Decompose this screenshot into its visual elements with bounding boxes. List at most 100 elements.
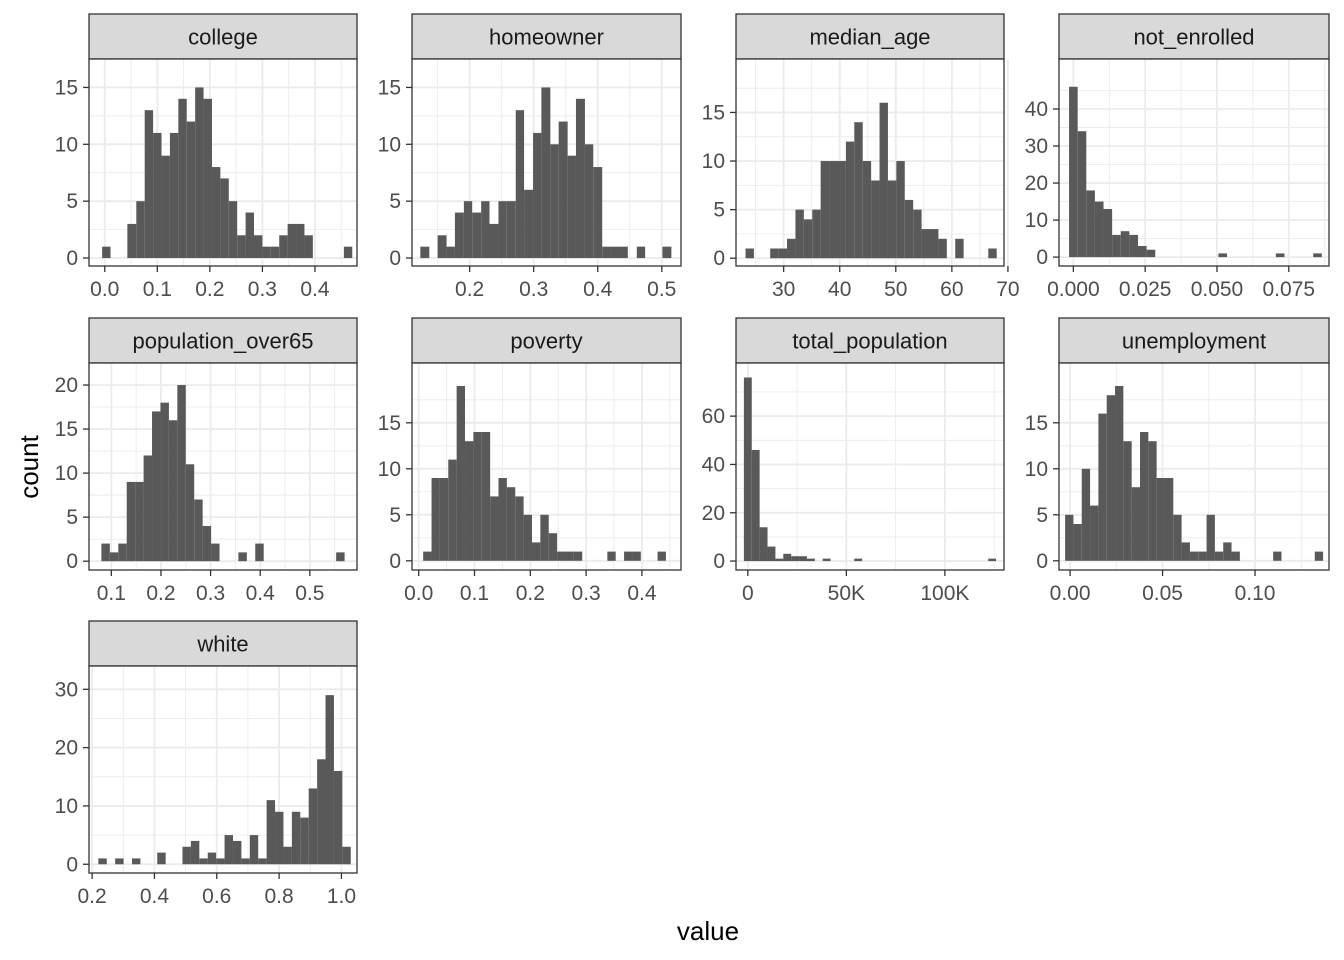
histogram-bar (153, 132, 162, 259)
histogram-bar (913, 209, 922, 259)
histogram-bar (751, 449, 760, 562)
x-tick-label: 0.6 (202, 885, 231, 908)
histogram-bar (152, 411, 161, 562)
histogram-bar (420, 246, 430, 259)
histogram-bar (745, 248, 754, 259)
y-tick-label: 0 (713, 247, 725, 270)
facet-strip (411, 13, 682, 60)
histogram-bar (791, 556, 800, 562)
histogram-bar (515, 496, 524, 561)
histogram-bar (498, 201, 507, 259)
facet-strip (735, 13, 1005, 60)
x-tick-label: 0.075 (1263, 278, 1316, 301)
histogram-bar (498, 478, 507, 561)
histogram-bar (456, 386, 466, 561)
histogram-bar (126, 481, 136, 562)
histogram-bar (287, 223, 297, 259)
histogram-bar (118, 543, 127, 562)
histogram-bar (1086, 190, 1095, 258)
histogram-bar (182, 846, 191, 865)
histogram-bar (465, 441, 474, 561)
histogram-bar (1069, 86, 1078, 258)
histogram-bar (1106, 395, 1116, 561)
histogram-bar (1073, 524, 1082, 561)
y-tick-label: 0 (713, 550, 725, 573)
histogram-bar (463, 201, 473, 259)
x-tick-label: 50 (884, 278, 907, 301)
x-tick-label: 0.2 (455, 278, 484, 301)
histogram-bar (1214, 551, 1224, 561)
x-tick-label: 0.0 (404, 582, 433, 605)
facet-panels: college 0.0 0.1 0.2 0.3 0.4 0 5 10 15 homeowner 0.2… (55, 13, 1330, 908)
panel-white: white 0.2 0.4 0.6 0.8 1.0 0 10 20 30 (55, 620, 358, 908)
x-tick-label: 0.1 (97, 582, 126, 605)
facet-strip-label: college (188, 25, 258, 50)
histogram-bar (1137, 246, 1147, 258)
y-tick-label: 15 (702, 101, 725, 124)
histogram-bar (98, 858, 107, 865)
x-tick-label: 0.5 (295, 582, 324, 605)
x-tick-label: 0.4 (627, 582, 657, 605)
histogram-bar (255, 543, 264, 562)
histogram-bar (342, 846, 351, 865)
histogram-bar (904, 199, 914, 259)
panel-border (411, 362, 682, 571)
histogram-bar (228, 201, 238, 259)
histogram-bar (241, 858, 250, 865)
histogram-bar (238, 552, 247, 562)
histogram-bar (101, 543, 110, 562)
y-axis-title: count (14, 434, 44, 498)
x-tick-label: 50K (828, 582, 865, 605)
histogram-bar (1231, 551, 1240, 561)
histogram-bar (854, 122, 863, 259)
histogram-bar (1164, 478, 1174, 561)
histogram-bar (806, 558, 815, 562)
panel-border (1058, 58, 1330, 267)
x-tick-label: 100K (920, 582, 969, 605)
histogram-bar (783, 553, 792, 562)
histogram-bar (1198, 551, 1207, 561)
histogram-bar (275, 811, 284, 865)
facet-strip (88, 13, 358, 60)
histogram-bar (279, 235, 288, 259)
y-tick-label: 15 (378, 412, 401, 435)
histogram-bar (161, 155, 170, 259)
y-tick-label: 5 (389, 190, 401, 213)
facet-strip (735, 317, 1005, 364)
x-tick-label: 0.2 (146, 582, 175, 605)
y-tick-label: 40 (1025, 98, 1048, 121)
x-tick-label: 0.1 (460, 582, 489, 605)
histogram-bar (446, 246, 455, 259)
panel-college: college 0.0 0.1 0.2 0.3 0.4 0 5 10 15 (55, 13, 358, 301)
x-tick-label: 1.0 (327, 885, 356, 908)
histogram-bar (929, 229, 939, 259)
histogram-bar (523, 514, 532, 561)
panel-border (88, 362, 358, 571)
histogram-bar (291, 811, 301, 865)
histogram-bar (938, 238, 947, 259)
facet-strip-label: white (196, 632, 248, 657)
histogram-bar (531, 542, 541, 561)
histogram-bar (1077, 131, 1087, 258)
histogram-bar (632, 551, 641, 561)
facet-strip-label: total_population (792, 329, 947, 354)
histogram-bar (1173, 514, 1182, 561)
histogram-bar (540, 514, 549, 561)
histogram-bar (845, 141, 855, 259)
histogram-bar (132, 858, 141, 865)
histogram-bar (584, 144, 594, 259)
x-tick-label: 0.4 (246, 582, 276, 605)
histogram-bar (178, 98, 187, 259)
histogram-bar (232, 840, 242, 865)
histogram-bar (1181, 542, 1190, 561)
x-tick-label: 0.10 (1235, 582, 1276, 605)
histogram-bar (300, 817, 309, 865)
histogram-bar (548, 533, 558, 561)
histogram-bar (854, 558, 863, 562)
histogram-bar (567, 155, 576, 259)
histogram-bar (157, 852, 166, 865)
histogram-bar (270, 246, 280, 259)
histogram-bar (550, 144, 559, 259)
y-tick-label: 20 (1025, 172, 1048, 195)
histogram-bar (573, 551, 583, 561)
